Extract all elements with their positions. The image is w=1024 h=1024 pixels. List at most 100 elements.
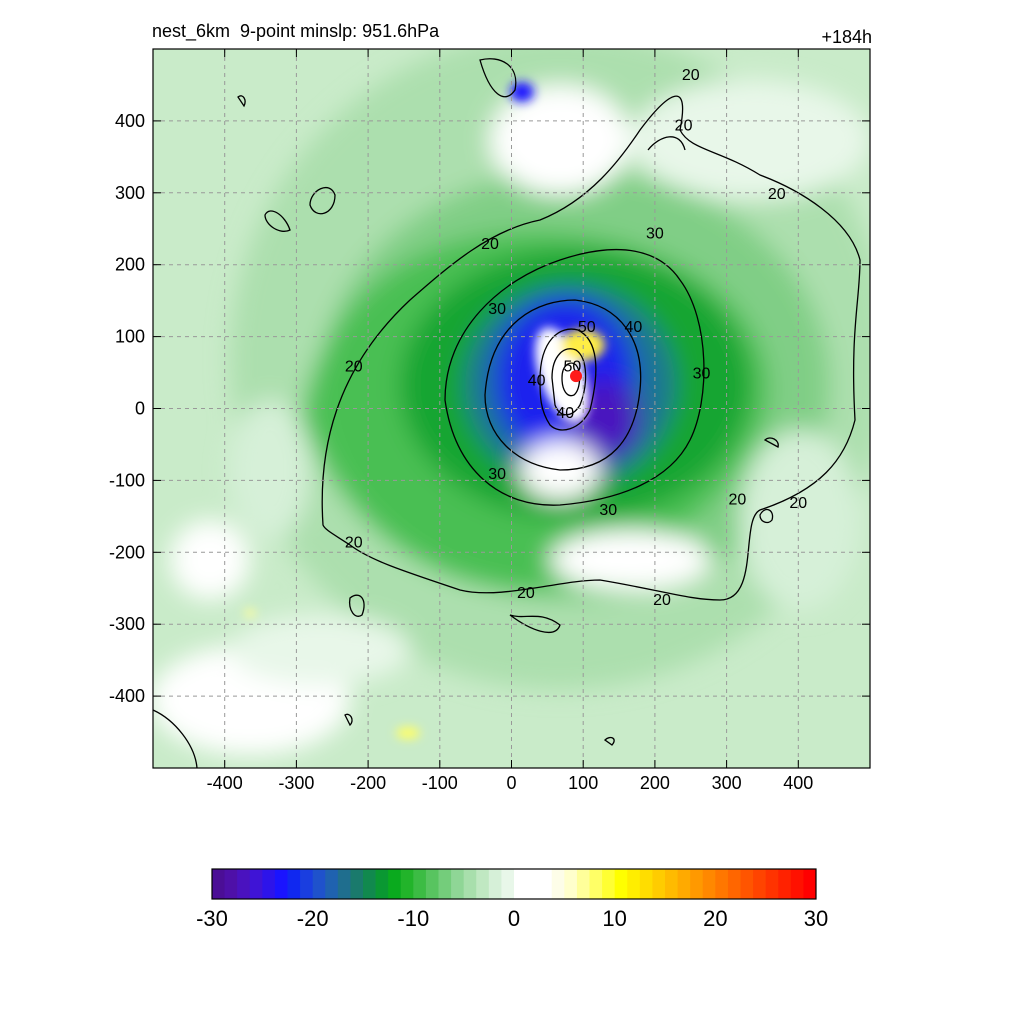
colorbar-swatch	[727, 869, 741, 899]
contour-label: 30	[599, 502, 617, 519]
y-tick-label: 200	[115, 255, 145, 275]
colorbar-swatch	[753, 869, 767, 899]
colorbar-tick-label: -20	[297, 906, 329, 931]
colorbar-swatch	[526, 869, 540, 899]
y-tick-label: 400	[115, 111, 145, 131]
colorbar-swatch	[425, 869, 439, 899]
y-tick-label: -300	[109, 614, 145, 634]
contour-label: 30	[488, 301, 506, 318]
colorbar-swatch	[224, 869, 238, 899]
colorbar-swatch	[451, 869, 465, 899]
y-tick-label: 0	[135, 399, 145, 419]
contour-label: 50	[578, 319, 596, 336]
x-axis: -400 -300 -200 -100 0 100 200 300 400	[207, 49, 813, 793]
colorbar-tick-label: 20	[703, 906, 727, 931]
colorbar-swatch	[778, 869, 792, 899]
colorbar-swatch	[564, 869, 578, 899]
colorbar-tick-label: -30	[196, 906, 228, 931]
contour-label: 20	[345, 535, 363, 552]
colorbar-swatch	[350, 869, 364, 899]
colorbar-swatch	[677, 869, 691, 899]
forecast-hour-label: +184h	[821, 27, 872, 47]
colorbar-swatch	[488, 869, 502, 899]
colorbar-swatch	[388, 869, 402, 899]
colorbar-swatch	[803, 869, 817, 899]
colorbar-swatch	[576, 869, 590, 899]
colorbar-swatch	[363, 869, 377, 899]
x-tick-label: 200	[640, 773, 670, 793]
colorbar-swatches	[212, 869, 817, 899]
x-tick-label: -100	[422, 773, 458, 793]
colorbar-swatch	[627, 869, 641, 899]
colorbar-swatch	[274, 869, 288, 899]
contour-lines	[153, 58, 861, 768]
colorbar-swatch	[262, 869, 276, 899]
y-tick-label: -200	[109, 542, 145, 562]
chart-title: nest_6km 9-point minslp: 951.6hPa	[152, 21, 440, 41]
colorbar-swatch	[463, 869, 477, 899]
colorbar-swatch	[337, 869, 351, 899]
contour-label: 20	[789, 495, 807, 512]
shaded-field	[153, 49, 870, 768]
colorbar-swatch	[212, 869, 226, 899]
colorbar-swatch	[438, 869, 452, 899]
colorbar-swatch	[790, 869, 804, 899]
x-tick-label: 0	[506, 773, 516, 793]
colorbar-ticks: -30 -20 -10 0 10 20 30	[196, 906, 828, 931]
colorbar-frame	[211, 868, 817, 900]
contour-label: 20	[345, 358, 363, 375]
colorbar-swatch	[400, 869, 414, 899]
contour-label: 20	[675, 117, 693, 134]
colorbar-swatch	[325, 869, 339, 899]
x-tick-label: -200	[350, 773, 386, 793]
colorbar-swatch	[702, 869, 716, 899]
colorbar-tick-label: 0	[508, 906, 520, 931]
contour-label: 40	[556, 405, 574, 422]
contour-label: 40	[624, 319, 642, 336]
colorbar-tick-label: -10	[397, 906, 429, 931]
colorbar-tick-label: 30	[804, 906, 828, 931]
colorbar-swatch	[652, 869, 666, 899]
y-tick-label: 100	[115, 327, 145, 347]
x-tick-label: 100	[568, 773, 598, 793]
contour-label: 30	[646, 225, 664, 242]
colorbar-swatch	[539, 869, 553, 899]
colorbar-swatch	[690, 869, 704, 899]
colorbar-swatch	[551, 869, 565, 899]
x-tick-label: 400	[783, 773, 813, 793]
colorbar-tick-label: 10	[602, 906, 626, 931]
contour-label: 30	[488, 466, 506, 483]
contour-label: 20	[728, 491, 746, 508]
colorbar-swatch	[639, 869, 653, 899]
colorbar-swatch	[765, 869, 779, 899]
contour-label: 20	[653, 592, 671, 609]
colorbar-swatch	[375, 869, 389, 899]
x-tick-label: -400	[207, 773, 243, 793]
colorbar-swatch	[740, 869, 754, 899]
colorbar-swatch	[501, 869, 515, 899]
contour-label: 20	[682, 67, 700, 84]
colorbar-swatch	[602, 869, 616, 899]
colorbar-swatch	[589, 869, 603, 899]
colorbar-swatch	[300, 869, 314, 899]
y-axis: 400 300 200 100 0 -100 -200 -300 -400	[109, 111, 870, 706]
colorbar-swatch	[287, 869, 301, 899]
x-tick-label: -300	[278, 773, 314, 793]
contour-label: 30	[693, 366, 711, 383]
contour-label: 20	[768, 186, 786, 203]
colorbar-swatch	[249, 869, 263, 899]
contour-label: 20	[517, 585, 535, 602]
colorbar-swatch	[614, 869, 628, 899]
colorbar-swatch	[715, 869, 729, 899]
y-tick-label: 300	[115, 183, 145, 203]
colorbar-swatch	[413, 869, 427, 899]
y-tick-label: -400	[109, 686, 145, 706]
colorbar: -30 -20 -10 0 10 20 30	[196, 868, 828, 931]
x-tick-label: 300	[712, 773, 742, 793]
colorbar-swatch	[237, 869, 251, 899]
colorbar-swatch	[312, 869, 326, 899]
colorbar-swatch	[476, 869, 490, 899]
storm-center-marker	[570, 370, 583, 383]
